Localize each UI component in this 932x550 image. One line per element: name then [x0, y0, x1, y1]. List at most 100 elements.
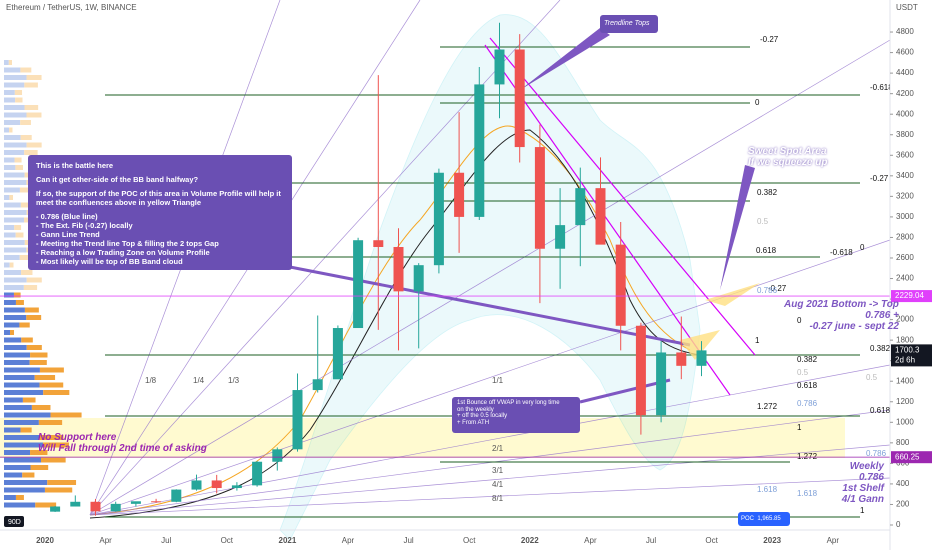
volume-profile-bar [4, 330, 11, 335]
volume-profile-bar [4, 210, 27, 215]
price-tag-label: 660.25 [895, 452, 920, 461]
gann-label: 3/1 [492, 466, 504, 475]
volume-profile-bar [4, 270, 22, 275]
volume-profile-bar [4, 82, 25, 88]
volume-profile-bar [4, 60, 9, 65]
volume-profile-bar [39, 382, 64, 388]
volume-profile-bar [20, 427, 32, 433]
y-tick-label: 4400 [896, 68, 914, 77]
x-tick-label: Jul [646, 536, 656, 545]
annotation-line: Aug 2021 Bottom -> Top [784, 299, 899, 310]
volume-profile-bar [4, 127, 10, 133]
volume-profile-bar [24, 307, 39, 313]
fib-label: 0.786 [797, 399, 818, 408]
x-tick-label: Apr [99, 536, 112, 545]
volume-profile-bar [4, 337, 22, 343]
volume-profile-bar [8, 60, 12, 65]
annotation-line: Trendline Tops [604, 20, 650, 27]
volume-profile-bar [4, 292, 14, 298]
volume-profile-bar [26, 345, 42, 350]
candle-body [454, 172, 465, 217]
volume-profile-bar [9, 262, 14, 268]
y-tick-label: 3200 [896, 191, 914, 200]
volume-profile-bar [4, 307, 25, 313]
annotation-line: - Gann Line Trend [36, 230, 100, 239]
volume-profile-bar [4, 75, 27, 80]
x-tick-label: Jul [161, 536, 171, 545]
volume-profile-bar [4, 217, 25, 223]
volume-profile-bar [40, 457, 66, 463]
annotation-text: Aug 2021 Bottom -> Top 0.786 + -0.27 june … [784, 299, 899, 332]
volume-profile-bar [20, 120, 31, 125]
volume-profile-bar [4, 352, 31, 358]
volume-profile-bar [22, 397, 36, 403]
fib-label: 1 [797, 423, 802, 432]
candle-body [211, 480, 222, 489]
volume-profile-bar [4, 67, 21, 73]
fib-label: 0.5 [866, 373, 878, 382]
annotation-line: Sweet Spot Area [748, 146, 827, 157]
volume-profile-bar [4, 390, 44, 395]
fib-label: 1 [755, 336, 760, 345]
y-tick-label: 4000 [896, 109, 914, 118]
price-tag [891, 344, 932, 367]
volume-profile-bar [4, 195, 10, 200]
fib-label: 0.618 [870, 406, 891, 415]
volume-profile-bar [38, 420, 63, 425]
fib-label: -0.27 [760, 35, 779, 44]
volume-profile-bar [15, 300, 24, 305]
volume-profile-bar [44, 487, 73, 493]
fib-label: 0 [860, 243, 865, 252]
candle-body [474, 84, 485, 217]
volume-profile-bar [34, 375, 56, 380]
candle-body [130, 501, 141, 504]
annotation-line: - Most likely will be top of BB Band clo… [36, 257, 183, 266]
volume-profile-bar [4, 480, 48, 485]
annotation-line: - The Ext. Fib (-0.27) locally [36, 221, 133, 230]
callout-arrow [720, 165, 755, 290]
gann-line [89, 364, 891, 516]
volume-profile-bar [20, 135, 32, 140]
volume-profile-bar [26, 277, 42, 283]
volume-profile-bar [4, 90, 15, 95]
volume-profile-bar [4, 382, 40, 388]
annotation-line: Weekly [849, 461, 884, 472]
price-tag-label: 1700.3 [895, 345, 920, 354]
annotation-line: on the weekly [457, 406, 494, 413]
fib-label: 1.272 [757, 402, 778, 411]
annotation-line: 1st Bounce off VWAP in very long time [457, 400, 560, 406]
price-tag [891, 290, 932, 303]
volume-profile-bar [4, 150, 25, 155]
fib-label: 0.382 [797, 355, 818, 364]
y-tick-label: 3600 [896, 150, 914, 159]
volume-profile-bar [4, 105, 25, 110]
candle-body [615, 244, 626, 326]
volume-profile-bar [24, 150, 38, 155]
annotation-line: If we squeeze up [748, 157, 828, 168]
candle-body [575, 188, 586, 226]
candle-body [373, 240, 384, 247]
volume-profile-bar [14, 157, 22, 163]
range-button-label[interactable]: 90D [8, 519, 21, 526]
axis-unit: USDT [896, 3, 918, 12]
candle-body [656, 352, 667, 416]
fib-label: 1.618 [757, 485, 778, 494]
candle-body [494, 49, 505, 85]
candle-body [292, 390, 303, 450]
volume-profile-bar [15, 165, 23, 170]
volume-profile-bar [4, 187, 20, 193]
volume-profile-bar [4, 420, 39, 425]
y-tick-label: 3800 [896, 130, 914, 139]
volume-profile-bar [22, 472, 35, 478]
annotation-line: meet the confluences above in yellow Tri… [36, 198, 202, 207]
price-tag [891, 451, 932, 464]
y-tick-label: 4600 [896, 48, 914, 57]
volume-profile-bar [4, 345, 27, 350]
x-tick-label: 2020 [36, 536, 54, 545]
range-button[interactable] [4, 516, 24, 527]
volume-profile-bar [4, 172, 25, 178]
volume-profile-bar [4, 465, 31, 470]
yellow-triangle [705, 283, 760, 306]
